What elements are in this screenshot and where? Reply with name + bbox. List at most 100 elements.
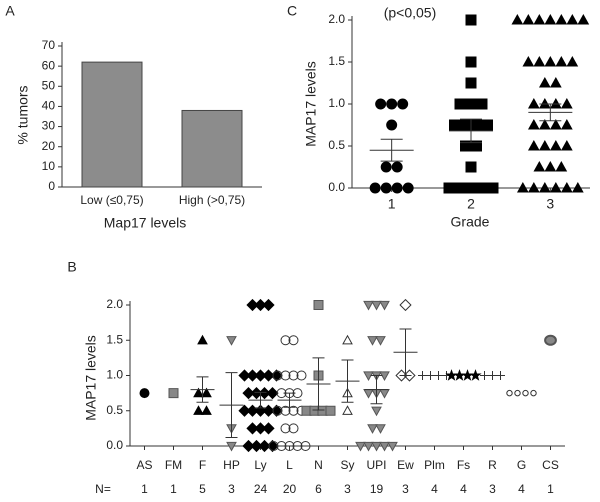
data-point [246, 369, 259, 382]
x-tick-label: N [314, 458, 323, 472]
data-point [226, 336, 237, 346]
data-point [380, 182, 392, 194]
data-point [549, 118, 562, 130]
count-label: 1 [547, 482, 554, 496]
data-point [262, 404, 275, 417]
data-point [460, 140, 471, 152]
error-bar [399, 328, 412, 376]
count-label: 24 [254, 482, 268, 496]
data-point [465, 98, 477, 110]
data-point [254, 404, 267, 417]
data-point [538, 118, 551, 130]
count-label: 3 [344, 482, 351, 496]
data-point [533, 160, 546, 172]
data-point [193, 405, 204, 415]
x-tick-label: Ly [254, 458, 266, 472]
data-point [506, 389, 513, 397]
x-tick-label: Plm [424, 458, 445, 472]
x-axis-label: Grade [451, 214, 490, 230]
data-point [313, 300, 324, 310]
data-point [369, 182, 381, 194]
data-point [288, 423, 299, 434]
data-point [549, 76, 562, 88]
x-tick-label: Low (≤0,75) [80, 193, 143, 207]
bar [81, 61, 143, 188]
x-tick-label: HP [223, 458, 240, 472]
error-bar [283, 392, 296, 408]
data-point [280, 335, 291, 346]
x-tick-label: G [517, 458, 526, 472]
data-point [544, 55, 557, 67]
data-point [391, 182, 403, 194]
data-point [555, 13, 568, 25]
count-label: 4 [460, 482, 467, 496]
data-point [530, 389, 537, 397]
y-tick-label: 0.0 [328, 180, 345, 194]
data-point [387, 441, 398, 452]
error-bar [225, 372, 238, 439]
x-tick-label: FM [165, 458, 182, 472]
data-point [288, 335, 299, 346]
error-bar [380, 138, 403, 162]
x-tick-label: High (>0,75) [179, 193, 245, 207]
data-point [527, 139, 540, 151]
data-point [280, 370, 291, 381]
data-point [371, 300, 382, 311]
error-bar [370, 375, 383, 405]
y-tick-label: 40 [42, 99, 56, 113]
data-point [527, 97, 540, 109]
data-point [375, 98, 387, 110]
y-tick-label: 1.0 [328, 96, 345, 110]
data-point [371, 406, 382, 417]
data-point [555, 55, 568, 67]
data-point [262, 369, 275, 382]
data-point [379, 441, 390, 452]
y-tick-label: 50 [42, 78, 56, 92]
data-point [300, 441, 311, 451]
data-point [544, 13, 557, 25]
data-point [371, 441, 382, 452]
x-tick-label: 1 [388, 196, 396, 212]
y-tick-label: 10 [42, 159, 56, 173]
data-point [201, 405, 212, 415]
data-point [280, 423, 291, 434]
x-tick-label: 3 [546, 196, 554, 212]
data-point [511, 13, 524, 25]
data-point [487, 182, 499, 194]
data-point [193, 387, 204, 398]
data-point [386, 119, 398, 131]
data-point [262, 298, 275, 312]
error-bar [196, 376, 209, 403]
data-point [476, 98, 488, 110]
data-point [242, 387, 255, 400]
data-point [549, 181, 562, 193]
y-tick-label: 60 [42, 58, 56, 72]
data-point [296, 370, 307, 381]
data-point [246, 298, 259, 312]
y-axis-label: MAP17 levels [303, 61, 319, 147]
y-tick-label: 0.0 [106, 438, 123, 452]
data-point [533, 13, 546, 25]
data-point [560, 97, 573, 109]
data-point [538, 139, 551, 151]
data-point [453, 369, 466, 381]
bar [181, 109, 243, 188]
data-point [391, 161, 403, 173]
data-point [418, 371, 427, 380]
x-tick-label: 2 [467, 196, 475, 212]
data-point [379, 300, 390, 311]
count-label: 4 [518, 482, 525, 496]
y-axis-label: % tumors [15, 85, 31, 144]
data-point [262, 422, 275, 435]
data-point [254, 369, 267, 382]
data-point [363, 300, 374, 311]
data-point [480, 371, 489, 380]
data-point [465, 77, 477, 89]
data-point [434, 371, 443, 380]
data-point [280, 405, 291, 416]
data-point [375, 336, 386, 346]
data-point [460, 119, 471, 131]
data-point [367, 424, 378, 434]
data-point [476, 182, 488, 194]
